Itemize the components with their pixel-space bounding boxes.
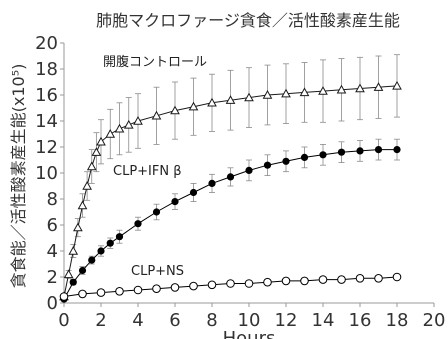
series-0-point <box>336 84 347 94</box>
y-tick-label: 12 <box>35 137 58 158</box>
tick-labels: 0 2 4 6 8 10 12 14 16 18 20 0 2 4 6 8 10 12 14 16 18 20 <box>35 33 445 331</box>
y-tick-label: 14 <box>35 111 58 132</box>
series-0-point <box>244 92 254 102</box>
series-2-point <box>374 274 383 283</box>
x-tick-label: 8 <box>206 310 217 331</box>
series-1-line <box>63 149 397 300</box>
y-tick-label: 16 <box>35 85 58 106</box>
x-tick-label: 18 <box>386 310 409 331</box>
series-0-point <box>170 105 180 115</box>
series-1-point <box>106 239 114 247</box>
annotation-control: 開腹コントロール <box>103 54 207 70</box>
series-1-point <box>97 247 105 255</box>
series-0-point <box>151 110 162 120</box>
series-2-point <box>96 288 106 297</box>
y-tick-label: 2 <box>47 267 58 288</box>
data-points <box>59 80 402 303</box>
series-2-point <box>170 283 180 292</box>
x-tick-label: 2 <box>95 310 106 331</box>
series-1-point <box>245 166 253 174</box>
series-1-point <box>319 151 327 159</box>
series-0-point <box>225 95 236 104</box>
x-tick-label: 14 <box>312 310 335 331</box>
series-2-point <box>244 279 254 288</box>
chart-title: 肺胞マクロファージ貪食／活性酸素産生能 <box>96 11 400 30</box>
series-0-point <box>373 82 384 91</box>
series-0-point <box>63 269 74 279</box>
series-2-point <box>392 272 402 282</box>
series-1-point <box>300 153 309 161</box>
series-1-point <box>208 179 216 187</box>
series-0-point <box>96 136 106 146</box>
axes <box>60 42 435 307</box>
x-axis-label: Hours <box>223 328 276 339</box>
series-1-point <box>115 233 124 241</box>
y-tick-label: 8 <box>47 189 58 210</box>
series-0-point <box>77 200 88 210</box>
annotation-clp-ifnb: CLP+IFN β <box>113 164 182 179</box>
series-0-point <box>207 97 217 107</box>
series-0-point <box>123 119 134 129</box>
series-2-point <box>263 277 272 287</box>
series-1-point <box>69 278 77 286</box>
series-1-point <box>189 188 198 197</box>
series-2-point <box>115 287 124 296</box>
y-tick-label: 20 <box>35 33 58 54</box>
x-tick-label: 10 <box>238 310 261 331</box>
series-2-point <box>152 284 161 294</box>
series-1-point <box>356 147 364 155</box>
x-tick-label: 12 <box>275 310 298 331</box>
series-2-point <box>300 276 309 286</box>
y-tick-label: 18 <box>35 59 58 80</box>
series-0-point <box>392 80 402 90</box>
series-1-point <box>374 146 383 154</box>
y-tick-label: 0 <box>47 293 58 314</box>
x-tick-label: 16 <box>349 310 372 331</box>
series-1-point <box>78 266 87 275</box>
series-0-point <box>299 87 310 97</box>
y-tick-label: 6 <box>47 215 58 236</box>
series-0-point <box>73 222 83 232</box>
series-0-point <box>188 101 199 111</box>
series-0-point <box>318 86 328 95</box>
y-axis-label: 貪食能／活性酸素産生能(x10⁵) <box>9 64 28 289</box>
x-tick-label: 0 <box>58 310 69 331</box>
series-2-point <box>189 281 198 291</box>
series-1-point <box>337 148 346 156</box>
series-0-point <box>355 83 365 93</box>
series-0-point <box>133 115 143 125</box>
annotation-clp-ns: CLP+NS <box>131 264 184 279</box>
series-2-point <box>59 292 69 301</box>
series-0-point <box>114 123 125 133</box>
y-tick-label: 4 <box>47 241 58 262</box>
series-2-point <box>281 276 291 286</box>
x-tick-label: 6 <box>169 310 180 331</box>
series-1-point <box>226 173 235 181</box>
x-tick-label: 20 <box>423 310 446 331</box>
series-0-point <box>68 245 79 255</box>
series-0-point <box>82 180 92 190</box>
x-tick-label: 4 <box>132 310 143 331</box>
y-tick-label: 10 <box>35 163 58 184</box>
series-2-point <box>355 274 365 283</box>
series-2-point <box>78 289 87 299</box>
series-1-point <box>282 157 290 165</box>
series-0-point <box>91 147 102 156</box>
series-2-point <box>133 285 143 295</box>
series-2-point <box>318 275 328 284</box>
series-0-point <box>262 89 273 99</box>
series-1-point <box>88 256 96 264</box>
series-1-point <box>171 198 179 206</box>
series-0-point <box>86 161 97 171</box>
series-1-point <box>134 220 142 228</box>
series-1-point <box>152 208 161 216</box>
series-2-point <box>337 275 346 284</box>
series-0-point <box>281 88 291 98</box>
series-2-point <box>207 280 217 290</box>
series-2-point <box>226 279 235 288</box>
series-1-point <box>393 146 401 154</box>
series-1-point <box>263 161 272 169</box>
series-0-point <box>105 128 116 138</box>
